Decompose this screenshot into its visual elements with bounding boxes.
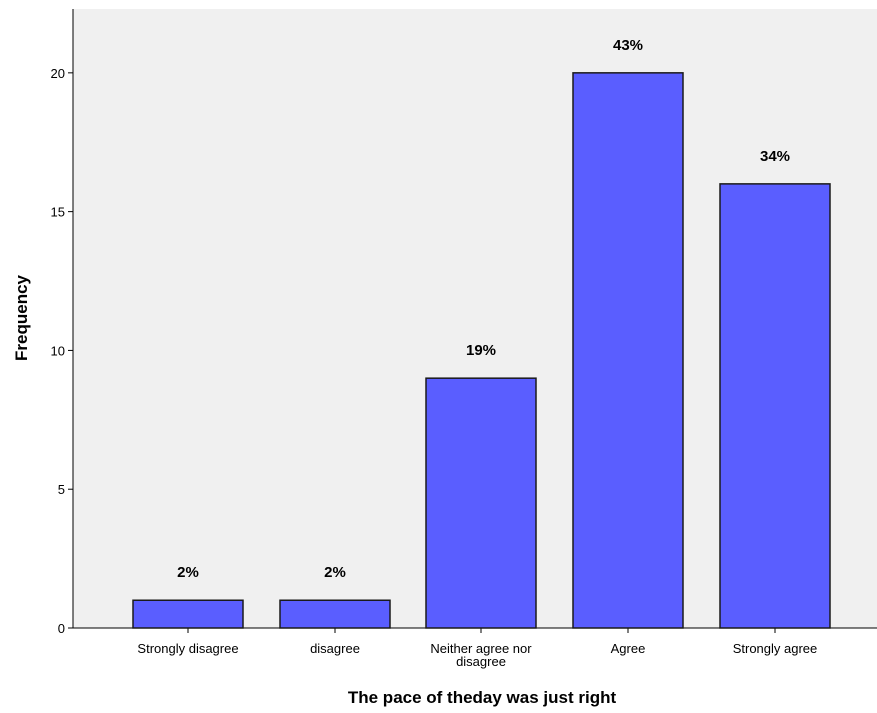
bars — [132, 72, 831, 629]
bar — [719, 183, 831, 629]
x-tick-label: Strongly disagree — [137, 641, 238, 656]
data-labels: 2% 2% 19% 43% 34% — [177, 37, 790, 581]
x-tick-label: disagree — [310, 641, 360, 656]
bar-data-label: 19% — [466, 342, 496, 359]
y-axis: 0 5 10 15 20 — [51, 9, 74, 636]
bar-data-label: 34% — [760, 148, 790, 165]
bar-data-label: 2% — [177, 564, 199, 581]
bar-data-label: 43% — [613, 37, 643, 54]
bar — [132, 599, 244, 629]
x-axis: Strongly disagree disagree Neither agree n… — [73, 627, 877, 669]
x-axis-title: The pace of theday was just right — [348, 688, 617, 707]
y-tick-label: 15 — [51, 205, 65, 220]
y-tick-label: 20 — [51, 66, 65, 81]
bar — [425, 377, 537, 629]
bar — [279, 599, 391, 629]
bar-data-label: 2% — [324, 564, 346, 581]
y-tick-label: 10 — [51, 343, 65, 358]
bar — [572, 72, 684, 629]
y-tick-label: 0 — [58, 621, 65, 636]
y-axis-title: Frequency — [12, 274, 31, 361]
x-tick-label: Neither agree nor disagree — [430, 641, 532, 669]
x-tick-label: Strongly agree — [733, 641, 818, 656]
y-tick-label: 5 — [58, 482, 65, 497]
x-tick-label: Agree — [611, 641, 646, 656]
